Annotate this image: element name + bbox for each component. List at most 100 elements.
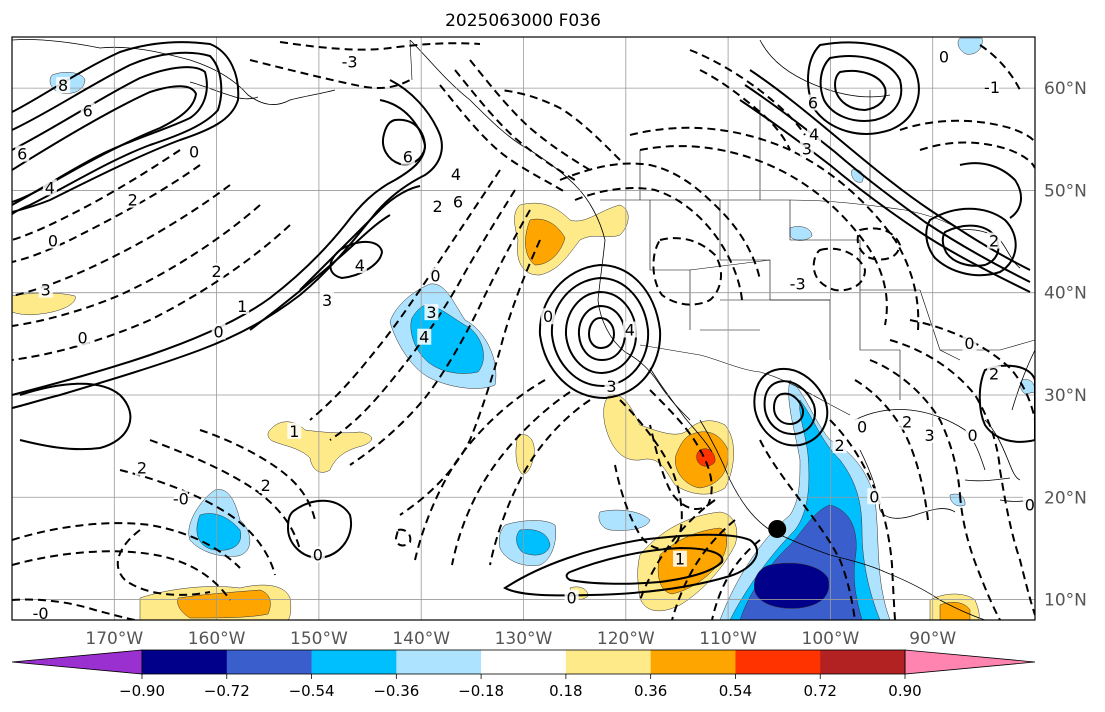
contour-negative <box>414 379 546 561</box>
colorbar-frame <box>141 649 906 675</box>
contour-positive <box>819 55 903 122</box>
contour-label: 0 <box>313 546 323 565</box>
contour-label: -3 <box>790 275 806 294</box>
contour-positive <box>550 276 650 388</box>
contour-negative <box>899 119 1035 143</box>
contour-negative <box>759 439 856 620</box>
shading-negative-light <box>789 226 813 241</box>
contour-label: 6 <box>403 148 413 167</box>
contour-negative <box>12 184 231 297</box>
contour-negative <box>999 469 1035 616</box>
contour-label: 0 <box>968 426 978 445</box>
contour-label: 4 <box>45 178 55 197</box>
contour-label-bg <box>790 275 805 292</box>
contour-label: 0 <box>857 418 867 437</box>
figure-title: 2025063000 F036 <box>445 11 601 31</box>
colorbar-extend-low <box>11 649 143 675</box>
contour-label: 2 <box>989 365 999 384</box>
contour-negative <box>889 339 1001 471</box>
contour-label-bg <box>352 257 367 274</box>
coastline-hudson <box>759 39 891 98</box>
contour-negative <box>12 149 181 241</box>
lon-tick-label: 140°W <box>392 629 450 649</box>
contour-label-bg <box>806 94 821 111</box>
contour-negative <box>309 169 501 421</box>
coastline-alaska <box>12 39 336 105</box>
contour-label: 8 <box>58 76 68 95</box>
contour-label-bg <box>832 437 847 454</box>
contour-negative <box>199 429 316 521</box>
contour-label: 3 <box>802 140 812 159</box>
contour-label: 3 <box>606 377 616 396</box>
contour-positive <box>564 290 638 375</box>
lat-tick-label: 40°N <box>1044 284 1087 304</box>
contour-label: 2 <box>137 459 147 478</box>
border-canada-us <box>600 199 961 231</box>
contour-label-bg <box>75 329 90 346</box>
colorbar-tick-label: −0.36 <box>373 682 419 700</box>
contour-negative <box>12 550 231 601</box>
contour-label: 0 <box>214 323 224 342</box>
contour-label-bg <box>56 77 71 94</box>
contour-label-bg <box>564 589 579 606</box>
lon-tick-label: 160°W <box>188 629 246 649</box>
contour-label: 1 <box>675 550 685 569</box>
contour-label: 0 <box>48 232 58 251</box>
contour-negative <box>869 359 961 496</box>
contour-label-bg <box>987 232 1002 249</box>
contour-positive <box>834 69 887 112</box>
contour-negative <box>279 41 481 51</box>
contour-label: -3 <box>342 53 358 72</box>
contour-label-bg <box>38 281 53 298</box>
contour-label-bg <box>310 546 325 563</box>
contour-negative <box>116 529 211 596</box>
contour-negative <box>349 209 531 466</box>
contour-negative <box>12 224 291 361</box>
shading-negative-mid <box>410 304 484 374</box>
contour-positive <box>749 69 1031 271</box>
coastline-us-west <box>597 239 691 421</box>
lon-tick-label: 120°W <box>597 629 655 649</box>
border-state-6 <box>940 339 1035 351</box>
contour-label-bg <box>448 166 463 183</box>
contour-label: 0 <box>430 266 440 285</box>
contour-negative <box>689 49 806 136</box>
contour-positive <box>978 364 1035 443</box>
contour-label-bg <box>922 426 937 443</box>
colorbar-segment <box>142 650 228 674</box>
lat-tick-label: 10°N <box>1044 591 1087 611</box>
lon-tick-label: 100°W <box>802 629 860 649</box>
contour-label: 0 <box>1025 495 1035 514</box>
contour-label-bg <box>42 179 57 196</box>
contour-label: 2 <box>902 413 912 432</box>
contour-label: 4 <box>451 165 461 184</box>
contour-label: 3 <box>41 281 51 300</box>
contour-positive <box>807 41 920 135</box>
shading-positive-mid <box>177 589 271 619</box>
colorbar-segment <box>820 650 906 674</box>
shading-negative-light <box>957 37 983 55</box>
coastline-florida <box>984 419 1021 481</box>
colorbar-segment <box>311 650 397 674</box>
colorbar-tick-label: 0.18 <box>549 682 582 700</box>
contour-label: 2 <box>261 476 271 495</box>
shading-positive-light <box>515 434 535 475</box>
contour-label-bg <box>424 304 439 321</box>
shading-negative-mid <box>196 513 242 551</box>
contour-label-bg <box>320 291 335 308</box>
coastline-central-america <box>884 571 986 620</box>
map-frame <box>11 36 1036 621</box>
longitude-axis: 170°W 160°W 150°W 140°W 130°W 120°W 110°W 100°W… <box>85 629 956 649</box>
contour-label-bg <box>417 328 432 345</box>
colorbar: −0.90 −0.72 −0.54 −0.36 −0.18 0.18 0.36 0.54 0.7… <box>11 649 1036 700</box>
contour-label-bg <box>965 426 980 443</box>
shading-positive-mid <box>525 218 566 266</box>
colorbar-segment <box>396 650 482 674</box>
contour-lines-negative <box>12 41 1035 620</box>
colorbar-segment <box>650 650 736 674</box>
contour-label-bg <box>342 53 357 70</box>
contour-positive <box>382 118 427 166</box>
political-borders <box>409 39 1035 416</box>
contour-label: 0 <box>77 329 87 348</box>
